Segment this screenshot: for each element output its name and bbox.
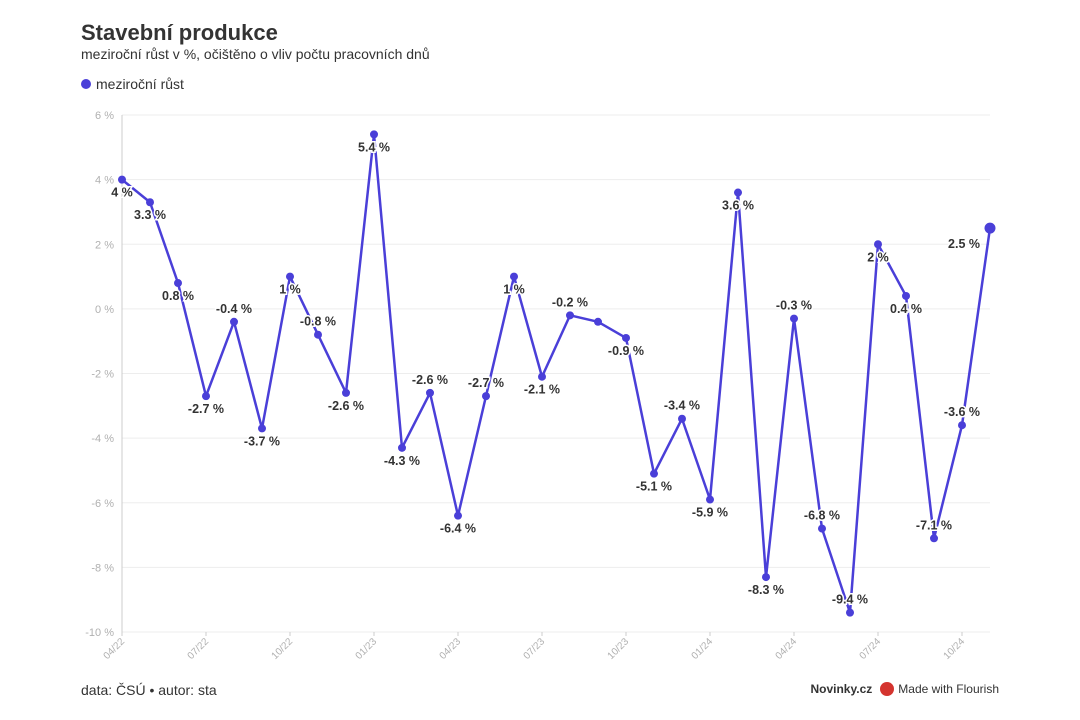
data-point xyxy=(984,222,996,234)
data-point xyxy=(174,279,182,288)
data-point xyxy=(454,511,462,520)
data-label: 5.4 % xyxy=(358,140,390,154)
chart-subtitle: meziroční růst v %, očištěno o vliv počt… xyxy=(81,46,430,62)
data-label: 2.5 % xyxy=(948,237,980,251)
x-tick-label: 01/24 xyxy=(690,636,716,662)
data-label: -5.1 % xyxy=(636,480,672,494)
data-label: -2.7 % xyxy=(188,402,224,416)
data-point xyxy=(510,272,518,281)
data-label: -0.2 % xyxy=(552,295,588,309)
data-point xyxy=(678,414,686,423)
x-tick-label: 07/23 xyxy=(522,636,548,662)
data-point xyxy=(902,291,910,300)
data-label: -3.6 % xyxy=(944,405,980,419)
y-tick-label: -2 % xyxy=(91,369,114,381)
series-line xyxy=(121,133,992,614)
data-label: -6.8 % xyxy=(804,509,840,523)
data-label: -0.4 % xyxy=(216,302,252,316)
data-label: 3.6 % xyxy=(722,199,754,213)
data-point xyxy=(566,311,574,320)
data-label: -0.8 % xyxy=(300,315,336,329)
data-label: 1 % xyxy=(503,283,525,297)
data-label: -5.9 % xyxy=(692,506,728,520)
data-label: 3.3 % xyxy=(134,208,166,222)
x-tick-label: 07/24 xyxy=(858,636,884,662)
x-tick-label: 04/22 xyxy=(102,636,128,662)
x-tick-label: 04/24 xyxy=(774,636,800,662)
legend-marker xyxy=(81,79,91,89)
data-label: -9.4 % xyxy=(832,593,868,607)
data-point xyxy=(230,317,238,326)
data-label: 1 % xyxy=(279,283,301,297)
data-point xyxy=(342,388,350,397)
data-point xyxy=(202,392,210,401)
data-label: -7.1 % xyxy=(916,518,952,532)
data-label: -3.4 % xyxy=(664,399,700,413)
data-point xyxy=(118,175,126,184)
data-label: -4.3 % xyxy=(384,454,420,468)
data-point xyxy=(538,372,546,381)
flourish-credit-label: Made with Flourish xyxy=(898,682,999,696)
data-label: -0.9 % xyxy=(608,344,644,358)
legend: meziroční růst xyxy=(81,76,184,92)
y-tick-label: -10 % xyxy=(85,627,114,639)
y-tick-label: -6 % xyxy=(91,498,114,510)
data-point xyxy=(314,330,322,339)
data-label: 0.4 % xyxy=(890,302,922,316)
flourish-credit[interactable]: Made with Flourish xyxy=(880,682,999,696)
data-label: 0.8 % xyxy=(162,289,194,303)
data-point xyxy=(426,388,434,397)
data-point xyxy=(286,272,294,281)
data-point xyxy=(650,469,658,478)
data-label: -0.3 % xyxy=(776,299,812,313)
data-label: -2.6 % xyxy=(412,373,448,387)
source-credit: data: ČSÚ • autor: sta xyxy=(81,682,217,698)
data-point xyxy=(594,317,602,326)
data-point xyxy=(734,188,742,197)
data-label: -2.6 % xyxy=(328,399,364,413)
data-point xyxy=(958,421,966,430)
y-tick-label: 0 % xyxy=(95,304,114,316)
x-tick-label: 07/22 xyxy=(186,636,212,662)
data-label: -6.4 % xyxy=(440,522,476,536)
data-point xyxy=(146,198,154,207)
data-point xyxy=(874,240,882,249)
data-point xyxy=(790,314,798,323)
x-tick-label: 04/23 xyxy=(438,636,464,662)
flourish-icon xyxy=(880,682,895,696)
data-label: -8.3 % xyxy=(748,583,784,597)
y-tick-label: 4 % xyxy=(95,175,114,187)
data-label: -2.7 % xyxy=(468,376,504,390)
data-point xyxy=(258,424,266,433)
y-tick-label: 2 % xyxy=(95,239,114,251)
data-point xyxy=(762,573,770,582)
x-tick-label: 10/23 xyxy=(606,636,632,662)
data-label: 2 % xyxy=(867,250,889,264)
x-tick-label: 10/22 xyxy=(270,636,296,662)
data-label: -2.1 % xyxy=(524,383,560,397)
data-point xyxy=(846,608,854,617)
data-point xyxy=(622,333,630,342)
data-point xyxy=(818,524,826,533)
data-point xyxy=(706,495,714,504)
chart-title: Stavební produkce xyxy=(81,20,278,45)
footer-branding: Novinky.cz Made with Flourish xyxy=(810,682,999,696)
x-tick-label: 01/23 xyxy=(354,636,380,662)
data-point xyxy=(482,392,490,401)
x-tick-label: 10/24 xyxy=(942,636,968,662)
data-label: -3.7 % xyxy=(244,434,280,448)
y-tick-label: -4 % xyxy=(91,433,114,445)
y-tick-label: 6 % xyxy=(95,110,114,122)
data-label: 4 % xyxy=(111,186,133,200)
data-point xyxy=(370,130,378,139)
data-point xyxy=(398,443,406,452)
y-tick-label: -8 % xyxy=(91,562,114,574)
brand-name[interactable]: Novinky.cz xyxy=(810,682,873,696)
legend-label: meziroční růst xyxy=(96,76,184,92)
data-point xyxy=(930,534,938,543)
